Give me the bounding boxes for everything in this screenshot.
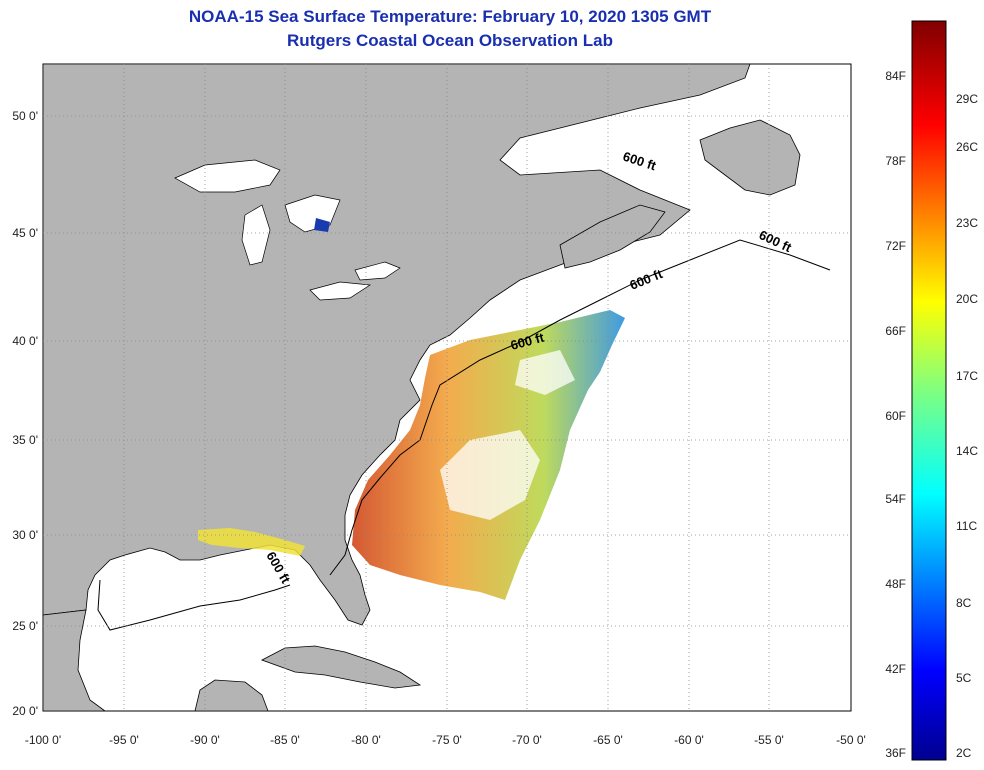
latitude-label: 25 0' [12,619,38,633]
colorbar-c-label: 5C [956,671,972,685]
colorbar-fahrenheit-labels: 84F 78F 72F 66F 60F 54F 48F 42F 36F [885,69,906,760]
latitude-label: 45 0' [12,226,38,240]
colorbar-c-label: 14C [956,444,978,458]
colorbar-f-label: 60F [885,409,906,423]
colorbar-c-label: 11C [956,519,977,533]
lake-inland-water [314,218,330,232]
colorbar-f-label: 72F [885,239,906,253]
latitude-label: 30 0' [12,528,38,542]
longitude-label: -70 0' [512,733,542,747]
longitude-labels: -100 0' -95 0' -90 0' -85 0' -80 0' -75 0' -70… [25,733,866,747]
colorbar-c-label: 17C [956,369,978,383]
colorbar-c-label: 8C [956,596,972,610]
colorbar-c-label: 23C [956,216,978,230]
newfoundland-land [699,119,801,196]
contour-600ft [97,239,831,631]
longitude-label: -95 0' [109,733,139,747]
colorbar-c-label: 2C [956,746,972,760]
north-america-land [42,63,751,626]
longitude-label: -50 0' [836,733,866,747]
cuba-land [261,645,422,689]
longitude-label: -55 0' [754,733,784,747]
mexico-land [42,609,107,712]
longitude-label: -60 0' [674,733,704,747]
longitude-label: -85 0' [270,733,300,747]
sst-gulf-strip [198,528,305,556]
latitude-label: 35 0' [12,433,38,447]
yucatan-land [194,679,269,712]
colorbar-f-label: 36F [885,746,906,760]
longitude-label: -100 0' [25,733,61,747]
sst-cloud-gaps [440,350,575,520]
colorbar-c-label: 26C [956,140,978,154]
colorbar-c-label: 29C [956,92,978,106]
colorbar-f-label: 78F [885,154,906,168]
colorbar [911,20,947,761]
latitude-labels: 50 0' 45 0' 40 0' 35 0' 30 0' 25 0' 20 0' [12,109,38,718]
colorbar-f-label: 42F [885,662,906,676]
latitude-label: 40 0' [12,334,38,348]
colorbar-f-label: 54F [885,492,906,506]
nova-scotia-land [559,204,666,269]
colorbar-f-label: 48F [885,577,906,591]
longitude-label: -90 0' [190,733,220,747]
longitude-label: -75 0' [432,733,462,747]
latitude-label: 20 0' [12,704,38,718]
longitude-label: -65 0' [593,733,623,747]
great-lakes [174,159,401,301]
colorbar-celsius-labels: 29C 26C 23C 20C 17C 14C 11C 8C 5C 2C [956,92,978,760]
colorbar-f-label: 84F [885,69,906,83]
longitude-label: -80 0' [351,733,381,747]
latitude-label: 50 0' [12,109,38,123]
colorbar-c-label: 20C [956,292,978,306]
graticule [43,64,851,711]
colorbar-f-label: 66F [885,324,906,338]
map-title: NOAA-15 Sea Surface Temperature: Februar… [188,7,712,26]
map-subtitle: Rutgers Coastal Ocean Observation Lab [287,31,613,50]
